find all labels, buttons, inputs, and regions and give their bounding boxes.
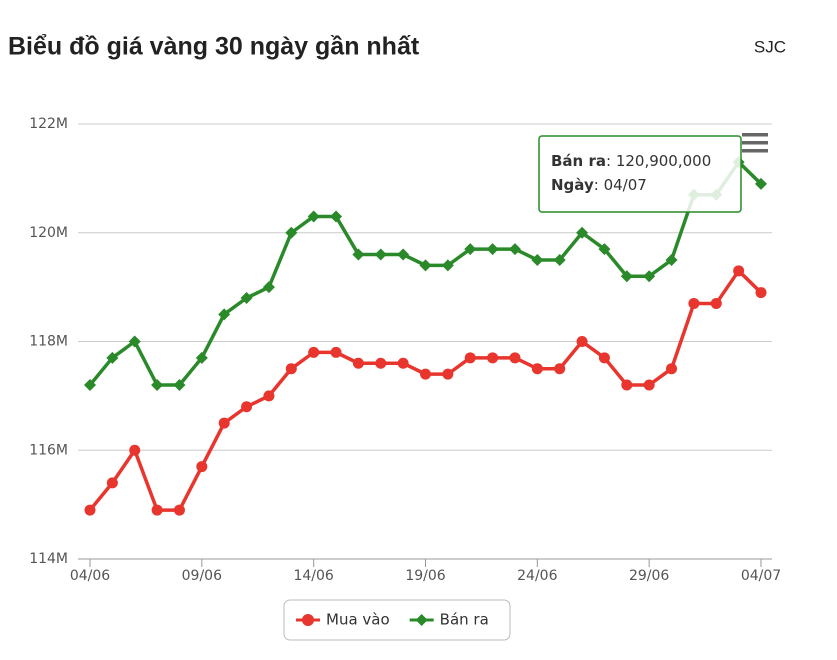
data-point bbox=[464, 352, 476, 364]
tooltip-line: Ngày: 04/07 bbox=[551, 176, 647, 194]
legend-box bbox=[283, 599, 511, 641]
data-point bbox=[441, 259, 454, 272]
tooltip: Bán ra: 120,900,000 Ngày: 04/07 bbox=[538, 135, 742, 213]
data-point bbox=[531, 253, 544, 266]
x-tick-label: 29/06 bbox=[629, 568, 669, 584]
data-point bbox=[509, 352, 521, 364]
data-point bbox=[733, 265, 745, 277]
data-point bbox=[352, 357, 364, 369]
x-tick-label: 04/06 bbox=[70, 568, 110, 584]
data-point bbox=[173, 504, 185, 516]
data-point bbox=[397, 357, 409, 369]
data-point bbox=[196, 461, 208, 473]
data-point bbox=[643, 270, 656, 283]
tooltip-text: : bbox=[606, 152, 616, 170]
y-tick-label: 114M bbox=[29, 551, 68, 567]
data-point bbox=[195, 351, 208, 364]
data-point bbox=[598, 243, 611, 256]
data-point bbox=[374, 248, 387, 261]
source-label: SJC bbox=[754, 37, 786, 56]
data-point bbox=[755, 177, 767, 190]
tooltip-text: Ngày bbox=[551, 176, 594, 194]
y-tick-label: 116M bbox=[29, 442, 68, 458]
x-tick-label: 14/06 bbox=[293, 568, 333, 584]
data-point bbox=[486, 243, 499, 256]
data-point bbox=[375, 357, 387, 369]
data-point bbox=[106, 351, 119, 364]
data-point bbox=[128, 335, 141, 348]
data-point bbox=[576, 336, 588, 347]
data-point bbox=[397, 248, 410, 261]
data-point bbox=[688, 297, 700, 309]
chart-title: Biểu đồ giá vàng 30 ngày gần nhất bbox=[8, 33, 420, 61]
data-point bbox=[554, 363, 566, 375]
data-point bbox=[487, 352, 499, 364]
data-point bbox=[151, 504, 163, 516]
data-point bbox=[218, 417, 230, 429]
data-point bbox=[352, 248, 365, 261]
data-point bbox=[262, 281, 275, 294]
x-tick-label: 24/06 bbox=[517, 568, 557, 584]
data-point bbox=[598, 352, 610, 364]
data-point bbox=[263, 390, 275, 402]
tooltip-text: 04/07 bbox=[604, 176, 647, 194]
menu-bar bbox=[742, 133, 768, 137]
legend-label: Bán ra bbox=[440, 611, 489, 629]
menu-bar bbox=[742, 149, 768, 153]
data-point bbox=[285, 226, 298, 239]
data-point bbox=[666, 363, 678, 375]
tooltip-text: Bán ra bbox=[551, 152, 606, 170]
y-tick-label: 122M bbox=[29, 116, 68, 132]
data-point bbox=[531, 363, 543, 375]
data-point bbox=[419, 259, 432, 272]
data-point bbox=[84, 504, 96, 516]
data-point bbox=[621, 379, 633, 391]
data-point bbox=[129, 444, 141, 456]
data-point bbox=[151, 379, 164, 391]
legend[interactable]: Mua vào Bán ra bbox=[283, 599, 511, 641]
plot-area: 114M 116M 118M 120M 122M 04/06 09/06 14/06 19/06… bbox=[29, 116, 781, 584]
data-point bbox=[307, 210, 320, 223]
data-point bbox=[330, 210, 343, 223]
legend-marker bbox=[415, 614, 428, 626]
data-point bbox=[173, 379, 186, 391]
data-point bbox=[643, 379, 655, 391]
x-tick-label: 19/06 bbox=[405, 568, 445, 584]
tooltip-text: 120,900,000 bbox=[616, 152, 711, 170]
data-point bbox=[218, 308, 231, 321]
data-point bbox=[285, 363, 297, 375]
data-point bbox=[508, 243, 521, 256]
menu-bar bbox=[742, 141, 768, 145]
tooltip-line: Bán ra: 120,900,000 bbox=[551, 152, 711, 170]
data-point bbox=[710, 297, 722, 309]
data-point bbox=[553, 253, 566, 266]
series-line bbox=[88, 269, 763, 512]
tooltip-box bbox=[538, 135, 742, 213]
x-tick-label: 09/06 bbox=[182, 568, 222, 584]
data-point bbox=[240, 292, 253, 304]
data-point bbox=[665, 253, 678, 266]
data-point bbox=[106, 477, 118, 489]
data-point bbox=[442, 368, 454, 380]
data-point bbox=[755, 287, 767, 299]
data-point bbox=[330, 346, 342, 358]
menu-button[interactable] bbox=[742, 133, 768, 153]
y-tick-label: 120M bbox=[29, 225, 68, 241]
data-point bbox=[420, 368, 431, 380]
tooltip-text: : bbox=[594, 176, 604, 194]
data-point bbox=[464, 243, 477, 256]
data-point bbox=[576, 226, 589, 239]
data-point bbox=[241, 401, 253, 413]
legend-label: Mua vào bbox=[326, 611, 390, 629]
y-tick-label: 118M bbox=[29, 334, 68, 350]
data-point bbox=[308, 346, 320, 358]
x-tick-label: 04/07 bbox=[741, 568, 781, 584]
legend-marker bbox=[302, 614, 314, 626]
data-point bbox=[84, 379, 96, 391]
data-point bbox=[620, 270, 633, 283]
